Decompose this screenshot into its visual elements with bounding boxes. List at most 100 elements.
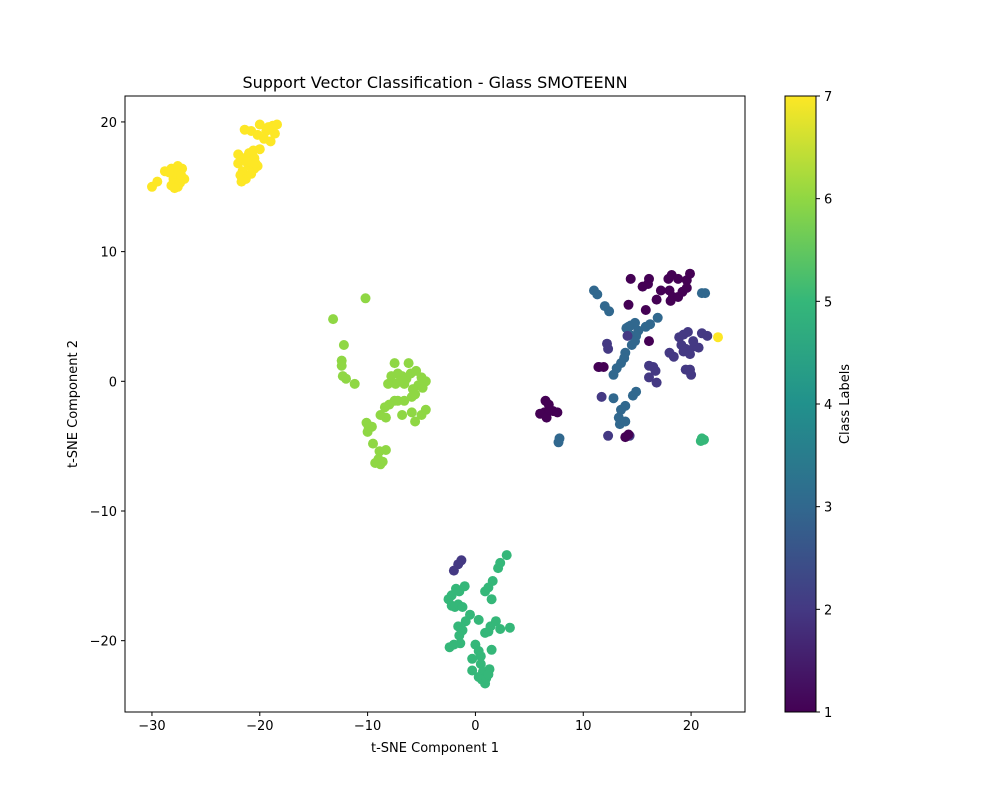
data-point xyxy=(375,410,386,420)
y-tick-label: −20 xyxy=(90,635,117,650)
x-axis-label: t-SNE Component 1 xyxy=(371,741,499,756)
data-point xyxy=(495,557,506,568)
data-point xyxy=(608,369,619,380)
data-point xyxy=(541,412,552,423)
data-point xyxy=(678,346,689,357)
data-point xyxy=(603,430,614,441)
data-point xyxy=(631,386,642,397)
data-point xyxy=(448,639,459,650)
data-point xyxy=(448,565,459,576)
data-point xyxy=(486,594,497,605)
data-point xyxy=(665,295,676,306)
data-point xyxy=(504,622,515,633)
chart-title: Support Vector Classification - Glass SM… xyxy=(242,73,627,92)
data-point xyxy=(695,436,706,446)
data-point xyxy=(475,659,486,669)
data-point xyxy=(651,377,662,388)
x-axis: −30 −20 −10 0 10 20 xyxy=(138,712,699,734)
data-point xyxy=(473,614,484,625)
data-point xyxy=(269,128,280,139)
y-axis-label: t-SNE Component 2 xyxy=(66,340,81,468)
data-point xyxy=(338,340,349,350)
data-point xyxy=(241,157,252,168)
colorbar-tick-label: 2 xyxy=(824,603,832,618)
data-point xyxy=(592,289,603,300)
data-point xyxy=(248,145,259,156)
data-point xyxy=(252,129,263,140)
data-point xyxy=(395,376,405,387)
data-point xyxy=(362,426,373,437)
x-tick-label: 20 xyxy=(683,719,700,734)
data-point xyxy=(460,616,471,627)
data-point xyxy=(644,336,654,347)
data-point xyxy=(553,437,564,448)
data-point xyxy=(668,351,679,362)
data-point xyxy=(475,651,486,662)
data-point xyxy=(467,665,478,676)
data-point xyxy=(250,158,261,169)
colorbar-tick-label: 3 xyxy=(824,501,832,516)
data-point xyxy=(623,299,634,310)
data-point xyxy=(501,550,512,561)
x-tick-label: −20 xyxy=(246,719,273,734)
data-point xyxy=(383,378,394,389)
data-point xyxy=(623,321,634,332)
data-point xyxy=(596,391,607,402)
data-point xyxy=(397,410,408,420)
colorbar-tick-label: 4 xyxy=(824,398,832,413)
data-point xyxy=(454,630,465,641)
data-point xyxy=(640,305,651,315)
data-point xyxy=(644,372,654,383)
data-point xyxy=(399,395,410,406)
data-point xyxy=(681,282,692,293)
data-point xyxy=(544,404,555,415)
data-point xyxy=(336,360,347,371)
x-tick-label: −10 xyxy=(354,719,381,734)
data-point xyxy=(361,417,372,428)
data-point xyxy=(349,378,360,389)
colorbar-tick-label: 1 xyxy=(824,706,832,721)
data-point xyxy=(483,626,494,637)
data-point xyxy=(688,336,699,347)
data-point xyxy=(246,168,257,179)
data-point xyxy=(272,119,282,130)
colorbar-axis: 1 2 3 4 5 6 7 xyxy=(816,90,832,721)
data-point xyxy=(233,158,244,169)
data-point xyxy=(403,358,414,369)
data-point xyxy=(630,336,640,347)
data-point xyxy=(368,438,378,449)
data-point xyxy=(377,456,388,467)
data-point xyxy=(389,358,400,369)
y-axis: −20 −10 0 10 20 xyxy=(90,116,125,650)
data-point xyxy=(328,314,339,325)
colorbar-tick-label: 6 xyxy=(824,193,832,208)
data-point xyxy=(645,319,656,330)
colorbar xyxy=(784,95,817,713)
data-point xyxy=(603,343,614,354)
data-point xyxy=(410,389,421,400)
data-point xyxy=(608,393,619,404)
data-point xyxy=(457,602,468,612)
data-point xyxy=(682,327,693,337)
x-tick-label: 10 xyxy=(575,719,592,734)
data-point xyxy=(622,330,633,341)
data-point xyxy=(673,273,684,284)
data-point xyxy=(651,294,662,305)
data-point xyxy=(341,373,351,384)
data-point xyxy=(713,332,723,343)
colorbar-tick-label: 7 xyxy=(824,90,832,105)
data-point xyxy=(490,616,501,627)
data-point xyxy=(467,653,478,664)
data-point xyxy=(652,312,663,323)
data-point xyxy=(263,122,274,133)
data-point xyxy=(685,364,695,375)
data-point xyxy=(379,402,390,413)
data-point xyxy=(620,432,631,443)
y-tick-label: 20 xyxy=(100,116,117,131)
data-point xyxy=(700,288,711,299)
data-point xyxy=(380,445,391,455)
data-point xyxy=(685,268,695,279)
data-point xyxy=(552,407,563,418)
data-point xyxy=(487,576,498,586)
